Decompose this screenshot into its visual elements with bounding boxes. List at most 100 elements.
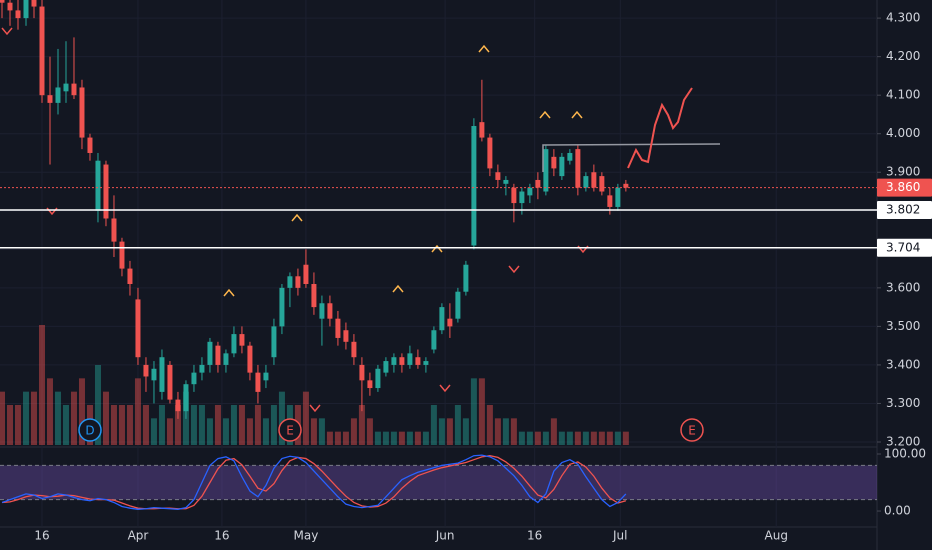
candle-body bbox=[183, 384, 189, 412]
volume-bar bbox=[206, 418, 213, 445]
stochastic bbox=[0, 454, 877, 510]
volume-bar bbox=[550, 418, 557, 445]
candle-body bbox=[503, 179, 509, 184]
candle-body bbox=[495, 172, 501, 180]
volume-bar bbox=[254, 405, 261, 445]
candle-body bbox=[599, 176, 605, 192]
candle-body bbox=[399, 357, 405, 365]
volume-bar bbox=[366, 418, 373, 445]
candle-body bbox=[583, 176, 589, 188]
candle-body bbox=[367, 380, 373, 389]
y-tick-label: 3.900 bbox=[886, 165, 920, 179]
candle-body bbox=[543, 149, 549, 192]
candle-body bbox=[151, 368, 157, 381]
y-tick-label: 3.500 bbox=[886, 319, 920, 333]
volume-bar bbox=[230, 405, 237, 445]
volume-bar bbox=[214, 405, 221, 445]
event-label: E bbox=[688, 424, 696, 438]
y-tick-label: 3.200 bbox=[886, 434, 920, 448]
y-tick-label: 4.100 bbox=[886, 88, 920, 102]
candle-body bbox=[359, 364, 365, 381]
volume-bar bbox=[14, 405, 21, 445]
volume-bar bbox=[590, 431, 597, 445]
volume bbox=[0, 325, 629, 445]
up-arrow bbox=[539, 110, 551, 119]
volume-bar bbox=[390, 431, 397, 445]
volume-bar bbox=[198, 405, 205, 445]
y-tick-label: 4.000 bbox=[886, 126, 920, 140]
stoch-band bbox=[0, 465, 877, 500]
y-tick-label: 3.300 bbox=[886, 396, 920, 410]
candle-body bbox=[159, 357, 165, 392]
volume-bar bbox=[518, 431, 525, 445]
candle-body bbox=[343, 330, 349, 342]
candle-body bbox=[327, 303, 333, 319]
volume-bar bbox=[46, 378, 53, 445]
candle-body bbox=[231, 334, 237, 354]
up-arrow bbox=[392, 284, 404, 293]
down-arrow bbox=[309, 404, 321, 413]
down-arrow bbox=[1, 27, 13, 36]
candle-body bbox=[319, 303, 325, 319]
candle-body bbox=[271, 326, 277, 358]
volume-bar bbox=[462, 418, 469, 445]
y-tick-label: 100.00 bbox=[884, 446, 926, 460]
candle-body bbox=[95, 160, 101, 211]
volume-bar bbox=[278, 391, 285, 445]
volume-bar bbox=[102, 391, 109, 445]
candle-body bbox=[103, 164, 109, 219]
volume-bar bbox=[598, 431, 605, 445]
volume-bar bbox=[78, 378, 85, 445]
volume-bar bbox=[350, 418, 357, 445]
candle-body bbox=[559, 156, 565, 177]
candle-body bbox=[143, 364, 149, 377]
volume-bar bbox=[30, 391, 37, 445]
candle-body bbox=[199, 364, 205, 373]
volume-bar bbox=[486, 405, 493, 445]
candle-body bbox=[375, 368, 381, 389]
price-label-box bbox=[877, 238, 932, 257]
volume-bar bbox=[622, 431, 629, 445]
candle-body bbox=[167, 364, 173, 400]
candle-body bbox=[295, 276, 301, 288]
candle-body bbox=[31, 0, 37, 7]
volume-bar bbox=[110, 405, 117, 445]
grid bbox=[0, 0, 878, 550]
candle-body bbox=[287, 276, 293, 288]
candle-body bbox=[487, 137, 493, 169]
volume-bar bbox=[222, 418, 229, 445]
candle-body bbox=[423, 361, 429, 365]
candle-body bbox=[527, 187, 533, 196]
volume-bar bbox=[54, 391, 61, 445]
volume-bar bbox=[574, 431, 581, 445]
candle-body bbox=[335, 318, 341, 338]
x-tick-label: May bbox=[294, 529, 319, 543]
volume-bar bbox=[238, 405, 245, 445]
event-marker bbox=[78, 418, 102, 442]
candle-body bbox=[47, 95, 53, 103]
candle-body bbox=[439, 307, 445, 331]
volume-bar bbox=[614, 431, 621, 445]
volume-bar bbox=[38, 325, 45, 445]
candle-body bbox=[79, 87, 85, 138]
candle-body bbox=[615, 187, 621, 207]
y-tick-label: 3.600 bbox=[886, 280, 920, 294]
volume-bar bbox=[606, 431, 613, 445]
candle-body bbox=[535, 179, 541, 188]
volume-bar bbox=[246, 418, 253, 445]
candle-body bbox=[463, 264, 469, 292]
candle-body bbox=[191, 372, 197, 385]
volume-bar bbox=[270, 405, 277, 445]
drawings bbox=[1, 27, 721, 413]
x-tick-label: Aug bbox=[765, 529, 788, 543]
candle-body bbox=[391, 357, 397, 365]
volume-bar bbox=[326, 431, 333, 445]
trend-line bbox=[542, 143, 721, 172]
candle-body bbox=[279, 287, 285, 327]
price-label: 3.802 bbox=[886, 203, 920, 217]
x-tick-label: Apr bbox=[128, 529, 149, 543]
volume-bar bbox=[302, 391, 309, 445]
down-arrow bbox=[508, 265, 520, 274]
candle-body bbox=[479, 122, 485, 138]
